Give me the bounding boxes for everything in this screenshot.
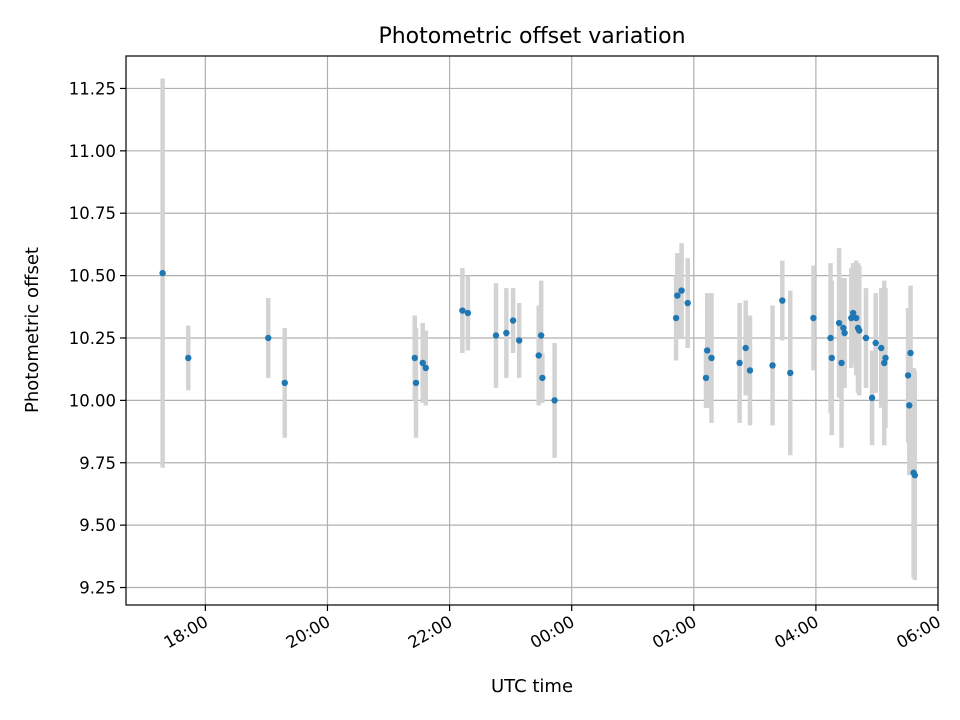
plot-frame xyxy=(125,55,939,606)
data-point xyxy=(411,354,418,362)
data-point xyxy=(551,397,558,404)
x-tick-label: 02:00 xyxy=(649,612,700,652)
data-point xyxy=(742,344,749,352)
y-tick-label: 9.75 xyxy=(79,454,116,473)
data-point xyxy=(828,354,835,362)
y-tick-label: 11.00 xyxy=(69,142,116,161)
data-point xyxy=(835,319,843,327)
x-axis-ticks: 18:00 20:00 22:00 00:00 02:00 04:00 06:00 xyxy=(161,605,944,652)
data-point xyxy=(684,299,691,307)
data-point xyxy=(419,359,426,367)
data-point xyxy=(702,374,710,382)
data-point xyxy=(841,329,848,337)
y-axis-label: Photometric offset xyxy=(22,247,43,413)
data-point xyxy=(840,324,847,332)
data-point xyxy=(827,334,834,342)
y-tick-label: 9.25 xyxy=(79,579,116,598)
x-tick-label: 04:00 xyxy=(771,612,822,652)
data-point xyxy=(838,359,845,367)
data-point xyxy=(736,359,743,367)
x-axis-label: UTC time xyxy=(491,676,573,697)
y-axis-ticks: 9.25 9.50 9.75 10.00 10.25 10.50 10.75 11.00 11.… xyxy=(69,79,126,598)
grid xyxy=(126,56,939,605)
data-point xyxy=(868,394,876,402)
y-tick-label: 11.25 xyxy=(69,79,116,98)
data-point xyxy=(265,334,272,342)
y-tick-label: 10.25 xyxy=(69,329,116,348)
data-points xyxy=(159,269,918,479)
x-tick-label: 06:00 xyxy=(893,612,944,652)
x-tick-label: 18:00 xyxy=(161,612,212,652)
y-tick-label: 10.75 xyxy=(69,204,116,223)
data-point xyxy=(904,372,912,379)
data-point xyxy=(881,359,888,367)
data-point xyxy=(856,327,863,334)
error-bars xyxy=(160,78,918,581)
data-point xyxy=(539,374,546,382)
x-tick-label: 00:00 xyxy=(527,612,578,652)
data-point xyxy=(492,332,500,339)
data-point xyxy=(537,332,545,339)
chart-title: Photometric offset variation xyxy=(378,24,685,49)
x-tick-label: 22:00 xyxy=(405,612,456,652)
data-point xyxy=(787,369,794,377)
data-point xyxy=(422,364,429,372)
data-point xyxy=(852,314,860,322)
data-point xyxy=(862,334,870,342)
data-point xyxy=(674,292,681,299)
data-point xyxy=(459,307,466,314)
x-tick-label: 20:00 xyxy=(283,612,334,652)
data-point xyxy=(412,379,420,387)
data-point xyxy=(672,314,680,322)
y-tick-label: 10.00 xyxy=(69,391,116,410)
data-point xyxy=(849,309,857,317)
data-point xyxy=(535,352,542,359)
data-point xyxy=(678,287,685,294)
data-point xyxy=(907,349,914,357)
y-tick-label: 9.50 xyxy=(79,516,116,535)
data-point xyxy=(464,309,472,317)
data-point xyxy=(848,314,855,322)
data-point xyxy=(872,339,879,347)
data-point xyxy=(906,402,913,409)
data-point xyxy=(515,337,523,344)
data-point xyxy=(503,329,510,337)
y-tick-label: 10.50 xyxy=(69,267,116,286)
data-point xyxy=(708,354,715,362)
data-point xyxy=(704,347,711,354)
data-point xyxy=(281,379,288,387)
data-point xyxy=(779,297,786,304)
data-point xyxy=(159,269,166,277)
data-point xyxy=(185,354,192,362)
data-point xyxy=(878,344,885,352)
data-point xyxy=(769,362,776,369)
data-point xyxy=(509,317,517,324)
data-point xyxy=(911,472,918,479)
data-point xyxy=(810,314,817,322)
data-point xyxy=(882,354,889,362)
data-point xyxy=(746,367,754,374)
